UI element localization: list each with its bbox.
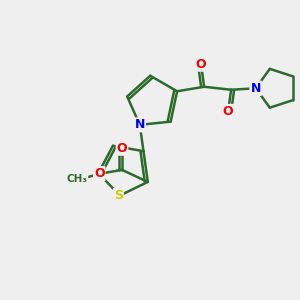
Text: O: O xyxy=(94,167,104,180)
Text: O: O xyxy=(196,58,206,71)
Text: S: S xyxy=(114,189,123,202)
Text: N: N xyxy=(250,82,261,95)
Text: N: N xyxy=(135,118,145,131)
Text: O: O xyxy=(223,105,233,118)
Text: CH₃: CH₃ xyxy=(66,174,87,184)
Text: O: O xyxy=(117,142,127,155)
Text: N: N xyxy=(250,82,261,95)
